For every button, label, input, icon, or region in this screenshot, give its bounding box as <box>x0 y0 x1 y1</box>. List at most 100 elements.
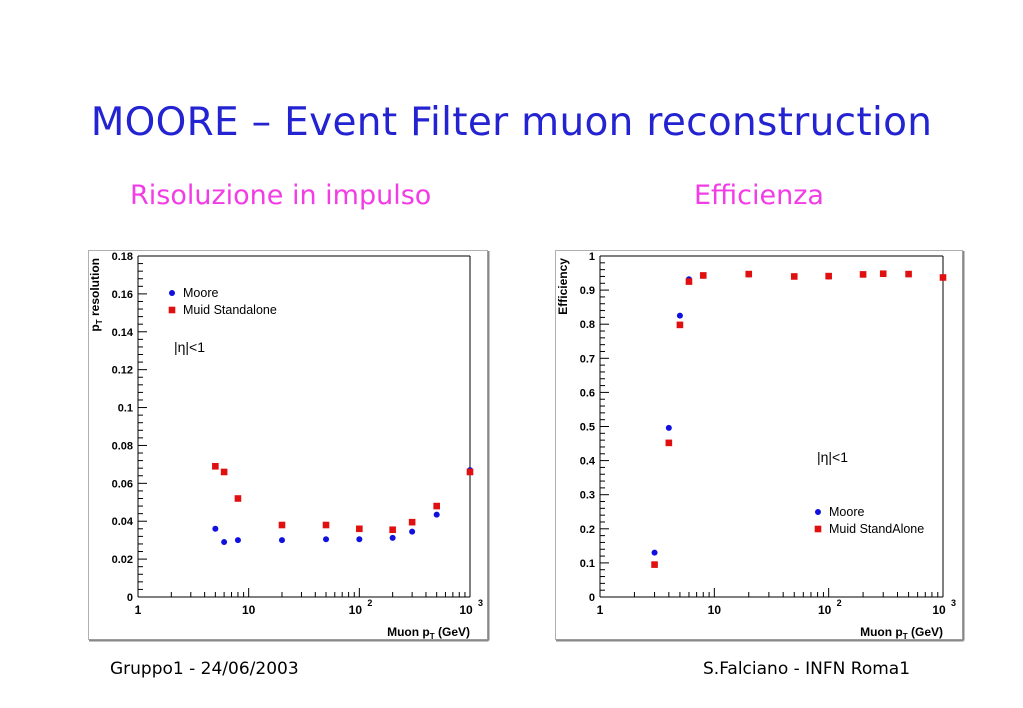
x-tick-label: 1 <box>597 603 604 617</box>
y-tick-label: 0.9 <box>580 285 595 297</box>
footer-date: Gruppo1 - 24/06/2003 <box>110 659 299 679</box>
x-tick-label: 10 <box>818 603 832 617</box>
footer-author: S.Falciano - INFN Roma1 <box>703 659 911 679</box>
legend-label: Moore <box>829 505 864 519</box>
muid-point <box>322 521 330 529</box>
moore-point <box>356 536 363 543</box>
left-chart-caption: Risoluzione in impulso <box>130 180 432 211</box>
moore-point <box>323 536 330 543</box>
y-axis-title-main: Efficiency <box>556 258 570 315</box>
x-tick-exponent: 3 <box>478 598 483 608</box>
y-tick-label: 0 <box>589 592 595 604</box>
x-axis-title-unit: (GeV) <box>435 625 470 639</box>
x-axis-title-unit: (GeV) <box>908 625 943 639</box>
y-tick-label: 0.8 <box>580 319 595 331</box>
y-axis-title: Efficiency <box>556 258 570 315</box>
y-tick-label: 0.02 <box>112 554 133 566</box>
x-tick-label: 1 <box>135 603 142 617</box>
moore-point <box>278 537 285 544</box>
legend-marker-muid <box>168 306 176 314</box>
muid-point <box>433 502 440 510</box>
muid-point <box>685 278 693 285</box>
y-tick-label: 0.2 <box>580 524 595 536</box>
muid-point <box>699 272 707 279</box>
x-axis-title-main: Muon p <box>387 625 430 639</box>
moore-point <box>665 424 672 431</box>
y-tick-label: 0.18 <box>112 251 133 263</box>
y-axis-title-rest: resolution <box>88 258 102 319</box>
moore-point <box>212 525 219 532</box>
muid-point <box>234 495 242 502</box>
muid-point <box>278 521 286 529</box>
legend-marker-moore <box>169 290 175 296</box>
legend-label: Moore <box>183 286 218 300</box>
y-tick-label: 0.6 <box>580 387 595 399</box>
x-tick-label: 10 <box>932 603 946 617</box>
y-axis-title-subscript: T <box>95 319 104 324</box>
x-tick-exponent: 2 <box>837 598 842 608</box>
slide-title: MOORE – Event Filter muon reconstruction <box>90 100 933 145</box>
legend-marker-muid <box>814 525 822 533</box>
efficiency-chart-panel: 1 10 10 2 10 3 0 0.1 0.2 0.3 0.4 0.5 0.6 0.7 0.8 0.9 1 Mu… <box>555 250 965 646</box>
moore-point <box>221 539 228 546</box>
y-tick-label: 1 <box>589 251 595 263</box>
muid-point <box>389 526 396 534</box>
muid-point <box>665 439 673 447</box>
muid-point <box>676 321 684 329</box>
x-tick-exponent: 3 <box>951 598 956 608</box>
moore-point <box>676 312 683 319</box>
muid-point <box>466 468 474 476</box>
y-tick-label: 0 <box>127 592 133 604</box>
x-tick-label: 10 <box>242 603 256 617</box>
y-tick-label: 0.12 <box>112 365 133 377</box>
legend-label: Muid Standalone <box>183 303 277 317</box>
y-tick-label: 0.06 <box>112 478 133 490</box>
muid-point <box>790 273 798 280</box>
muid-point <box>879 270 887 278</box>
muid-point <box>212 462 219 470</box>
x-axis-title-subscript: T <box>903 632 908 641</box>
moore-point <box>651 549 658 556</box>
efficiency-chart: 1 10 10 2 10 3 0 0.1 0.2 0.3 0.4 0.5 0.6 0.7 0.8 0.9 1 Mu… <box>555 250 965 642</box>
y-axis-title: pT resolution <box>88 258 104 332</box>
x-tick-label: 10 <box>349 603 363 617</box>
y-tick-label: 0.5 <box>580 422 595 434</box>
x-tick-label: 10 <box>459 603 473 617</box>
muid-point <box>905 270 912 278</box>
pad-frame <box>88 250 488 640</box>
x-axis-title: Muon pT (GeV) <box>860 625 943 641</box>
muid-point <box>859 271 867 278</box>
eta-annotation: |η|<1 <box>817 449 848 465</box>
legend-marker-moore <box>815 509 821 515</box>
y-tick-label: 0.1 <box>118 403 133 415</box>
resolution-chart: 1 10 10 2 10 3 0 0.02 0.04 0.06 0.08 0.1 0.12 0.14 0.1… <box>88 250 490 642</box>
muid-point <box>220 468 228 476</box>
x-axis-title-subscript: T <box>430 632 435 641</box>
x-tick-exponent: 2 <box>367 598 372 608</box>
muid-point <box>745 270 753 278</box>
y-tick-label: 0.4 <box>580 456 596 468</box>
moore-point <box>409 528 416 535</box>
y-tick-label: 0.14 <box>112 327 134 339</box>
y-axis-title-main: p <box>88 324 102 331</box>
x-tick-label: 10 <box>708 603 722 617</box>
y-tick-label: 0.7 <box>580 353 595 365</box>
muid-point <box>939 274 947 281</box>
x-axis-title-main: Muon p <box>860 625 903 639</box>
y-tick-label: 0.3 <box>580 490 595 502</box>
resolution-chart-panel: 1 10 10 2 10 3 0 0.02 0.04 0.06 0.08 0.1 0.12 0.14 0.1… <box>88 250 490 646</box>
right-chart-caption: Efficienza <box>694 180 824 211</box>
moore-point <box>433 511 440 518</box>
y-tick-label: 0.1 <box>580 558 595 570</box>
legend-label: Muid StandAlone <box>829 522 924 536</box>
muid-point <box>651 561 658 568</box>
y-tick-label: 0.16 <box>112 289 133 301</box>
moore-point <box>389 534 396 541</box>
muid-point <box>408 518 416 526</box>
x-axis-title: Muon pT (GeV) <box>387 625 470 641</box>
pad-frame <box>555 250 963 640</box>
moore-point <box>234 537 241 544</box>
muid-point <box>356 525 363 533</box>
y-tick-label: 0.04 <box>112 516 134 528</box>
muid-point <box>825 272 832 280</box>
